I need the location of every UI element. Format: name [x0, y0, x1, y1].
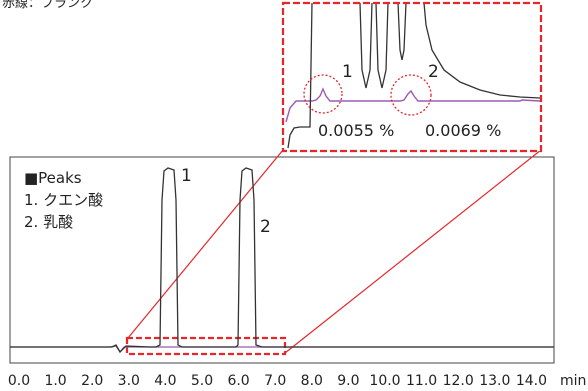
legend-title: ■Peaks: [24, 169, 82, 187]
x-tick-label: 9.0: [337, 373, 359, 389]
x-tick-label: 11.0: [406, 373, 437, 389]
zoom-connector-right: [284, 149, 542, 354]
inset-border: [281, 1, 543, 153]
x-tick-label: 7.0: [264, 373, 286, 389]
inset-peak-label-2: 2: [428, 62, 439, 82]
plot-frame: [9, 156, 555, 364]
x-tick-label: 6.0: [227, 373, 249, 389]
zoom-inset: 1 2 0.0055 % 0.0069 %: [281, 1, 543, 153]
legend-item-2: 2. 乳酸: [24, 213, 73, 231]
inset-sample-trace: [287, 2, 541, 149]
blank-note-label: 赤線：ブランク: [2, 0, 93, 11]
peak-label-1: 1: [181, 166, 192, 186]
x-tick-label: 8.0: [301, 373, 323, 389]
inset-percent-1: 0.0055 %: [318, 121, 394, 140]
legend-item-1: 1. クエン酸: [24, 191, 103, 209]
x-axis-ticks: 0.0 1.0 2.0 3.0 4.0 5.0 6.0 7.0 8.0 9.0 10.0 11.0 12…: [8, 373, 547, 389]
x-tick-label: 5.0: [191, 373, 213, 389]
x-tick-label: 3.0: [118, 373, 140, 389]
peak-label-2: 2: [260, 217, 271, 237]
inset-blank-trace: [285, 87, 541, 123]
x-tick-label: 4.0: [154, 373, 176, 389]
x-tick-label: 10.0: [369, 373, 400, 389]
zoom-connector-left: [127, 149, 284, 339]
x-tick-label: 2.0: [81, 373, 103, 389]
inset-background: [283, 3, 541, 151]
x-tick-label: 0.0: [8, 373, 30, 389]
x-tick-label: 12.0: [443, 373, 474, 389]
sample-trace: [10, 167, 554, 354]
x-axis-label: min: [560, 373, 586, 389]
inset-peak-label-1: 1: [342, 62, 353, 82]
x-tick-label: 14.0: [516, 373, 547, 389]
inset-peak-circle-1: [303, 74, 343, 114]
zoom-region-box: [125, 336, 287, 356]
x-tick-label: 13.0: [479, 373, 510, 389]
inset-percent-2: 0.0069 %: [425, 121, 501, 140]
x-tick-label: 1.0: [44, 373, 66, 389]
inset-peak-circle-2: [390, 74, 432, 116]
